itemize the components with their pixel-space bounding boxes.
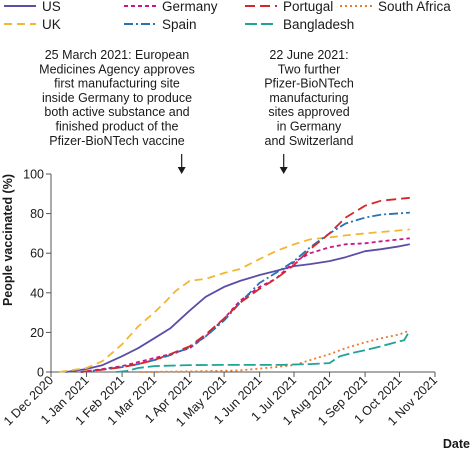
- legend-label: UK: [42, 17, 61, 32]
- annotation-2: 22 June 2021:Two furtherPfizer-BioNTechm…: [264, 48, 354, 174]
- y-tick-label: 100: [23, 168, 44, 182]
- legend-item-bangladesh: Bangladesh: [245, 17, 354, 32]
- axes: [50, 174, 435, 373]
- y-tick-label: 20: [30, 326, 44, 340]
- series-line-bangladesh: [116, 329, 411, 373]
- annotation-line: both active substance and: [44, 105, 189, 119]
- annotation-arrow-head: [279, 167, 288, 174]
- y-tick-label: 80: [30, 207, 44, 221]
- legend-item-south-africa: South Africa: [340, 0, 451, 14]
- annotation-line: Pfizer-BioNTech vaccine: [49, 134, 185, 148]
- annotation-line: inside Germany to produce: [42, 91, 192, 105]
- y-tick-label: 0: [37, 366, 44, 380]
- series-line-us: [65, 243, 410, 373]
- legend-item-spain: Spain: [124, 17, 197, 32]
- legend-label: South Africa: [378, 0, 451, 14]
- annotation-line: and Switzerland: [265, 134, 354, 148]
- annotation-line: sites approved: [268, 105, 349, 119]
- annotation-line: Pfizer-BioNTech: [264, 77, 354, 91]
- legend-label: Bangladesh: [283, 17, 354, 32]
- series-line-south-africa: [140, 329, 411, 373]
- legend: US Germany Portugal South Africa UK Spain Bang…: [4, 0, 451, 32]
- y-tick-label: 40: [30, 286, 44, 300]
- series-line-spain: [80, 211, 410, 373]
- legend-label: US: [42, 0, 61, 14]
- annotation-line: first manufacturing site: [54, 77, 180, 91]
- y-axis-title: People vaccinated (%): [1, 174, 15, 306]
- annotation-line: 25 March 2021: European: [45, 48, 190, 62]
- annotation-line: finished product of the: [56, 120, 179, 134]
- y-tick-label: 60: [30, 247, 44, 261]
- legend-item-us: US: [4, 0, 61, 14]
- legend-label: Spain: [162, 17, 197, 32]
- legend-label: Germany: [162, 0, 218, 14]
- legend-item-uk: UK: [4, 17, 61, 32]
- annotation-line: 22 June 2021:: [269, 48, 348, 62]
- annotation-line: manufacturing: [269, 91, 348, 105]
- x-axis-title: Date: [443, 437, 470, 451]
- legend-label: Portugal: [283, 0, 333, 14]
- series-line-portugal: [80, 196, 410, 373]
- annotation-arrow-head: [177, 167, 186, 174]
- annotation-line: Two further: [278, 62, 341, 76]
- series-line-germany: [80, 237, 410, 373]
- annotation-line: in Germany: [277, 120, 342, 134]
- legend-item-germany: Germany: [124, 0, 218, 14]
- legend-item-portugal: Portugal: [245, 0, 333, 14]
- series-lines: [58, 196, 411, 373]
- annotation-line: Medicines Agency approves: [39, 62, 195, 76]
- series-line-uk: [58, 228, 410, 373]
